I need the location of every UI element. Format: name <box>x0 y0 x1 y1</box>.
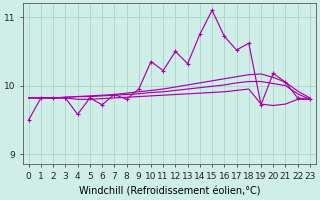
X-axis label: Windchill (Refroidissement éolien,°C): Windchill (Refroidissement éolien,°C) <box>78 187 260 197</box>
